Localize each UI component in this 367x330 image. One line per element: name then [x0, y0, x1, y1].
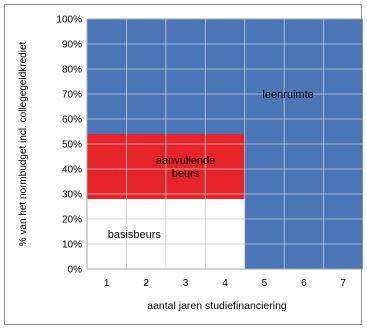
y-axis-title: % van het normbudget incl. collegegeldkr… — [18, 41, 29, 246]
y-tick-label: 30% — [62, 190, 82, 201]
chart-svg: basisbeurs aanvullende beurs leenruimte 0% 1… — [18, 15, 363, 312]
x-tick-label: 5 — [262, 278, 268, 289]
x-axis-title: aantal jaren studiefinanciering — [147, 300, 287, 312]
labels-layer: basisbeurs aanvullende beurs leenruimte — [108, 89, 314, 241]
x-tick-label: 6 — [301, 278, 307, 289]
ticks-layer: 0% 10% 20% 30% 40% 50% 60% 70% 80% 90% 100% 1 2 3 4 5 6 7 — [56, 15, 346, 290]
region-label-aanvullende-beurs: aanvullende beurs — [156, 155, 215, 180]
x-tick-label: 2 — [143, 278, 149, 289]
y-tick-label: 80% — [62, 65, 82, 76]
y-tick-label: 70% — [62, 90, 82, 101]
x-tick-label: 7 — [341, 278, 347, 289]
x-tick-label: 1 — [104, 278, 110, 289]
y-tick-label: 20% — [62, 215, 82, 226]
region-leenruimte — [87, 19, 363, 269]
region-label-leenruimte: leenruimte — [262, 89, 313, 101]
region-label-basisbeurs: basisbeurs — [108, 229, 162, 241]
x-tick-label: 4 — [222, 278, 228, 289]
y-tick-label: 50% — [62, 140, 82, 151]
y-tick-label: 40% — [62, 165, 82, 176]
x-tick-label: 3 — [183, 278, 189, 289]
y-tick-label: 10% — [62, 240, 82, 251]
y-tick-label: 0% — [68, 265, 83, 276]
y-tick-label: 60% — [62, 115, 82, 126]
plot-border — [86, 18, 363, 270]
y-tick-label: 100% — [56, 15, 82, 26]
y-tick-label: 90% — [62, 40, 82, 51]
chart-frame: basisbeurs aanvullende beurs leenruimte 0% 1… — [4, 4, 363, 325]
